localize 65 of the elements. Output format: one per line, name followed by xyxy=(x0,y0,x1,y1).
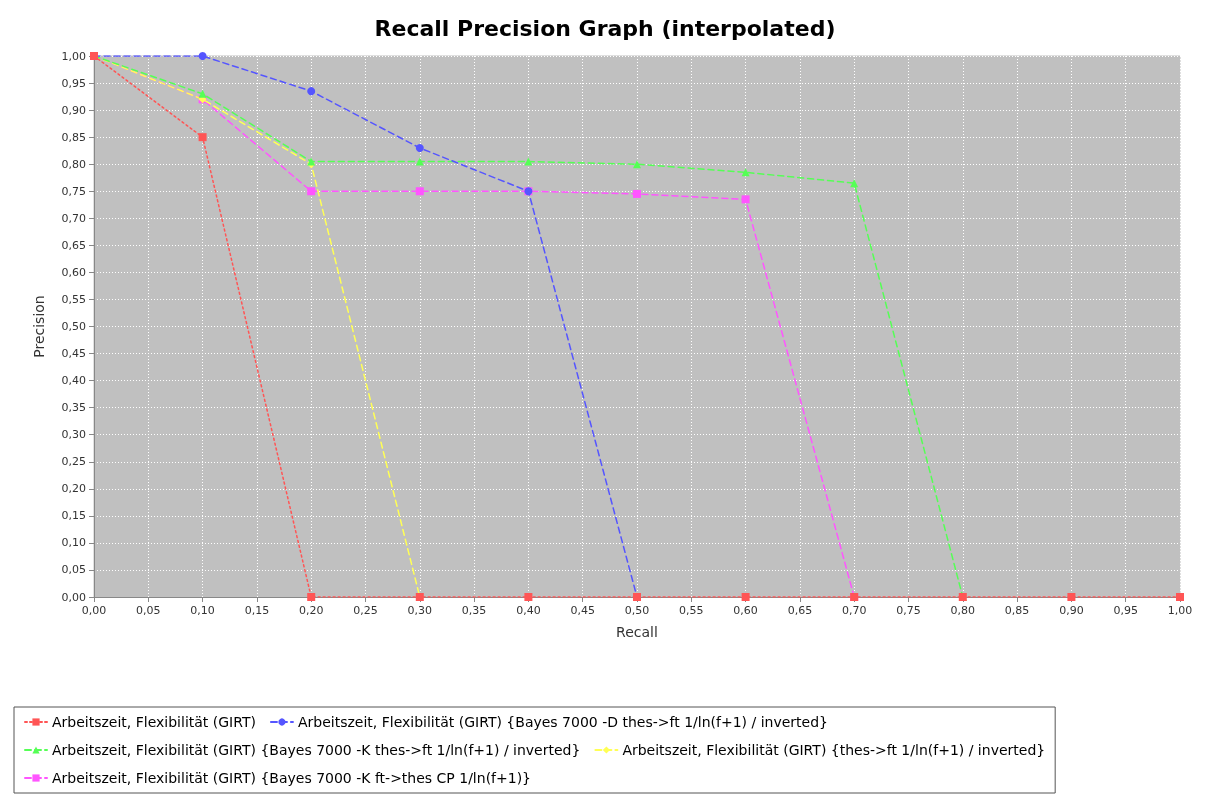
legend-label: Arbeitszeit, Flexibilität (GIRT) {Bayes 7000 -K thes->ft 1/ln(f+1) / inverted} xyxy=(52,742,581,758)
y-tick-label: 0,85 xyxy=(61,130,86,144)
point xyxy=(198,133,207,142)
x-tick-label: 0,90 xyxy=(1059,604,1084,617)
y-tick-label: 0,40 xyxy=(61,374,86,388)
point xyxy=(633,189,641,198)
x-tick-label: 0,95 xyxy=(1113,604,1138,617)
x-tick-label: 0,10 xyxy=(190,604,215,617)
x-tick-label: 0,05 xyxy=(136,604,161,617)
point xyxy=(524,593,533,601)
point xyxy=(307,187,316,196)
legend-label: Arbeitszeit, Flexibilität (GIRT) xyxy=(52,714,256,730)
x-tick-label: 0,50 xyxy=(624,604,650,617)
x-tick-label: 0,45 xyxy=(570,604,595,617)
y-tick-label: 0,25 xyxy=(61,455,86,469)
point xyxy=(415,143,424,152)
y-tick-label: 1,00 xyxy=(61,49,86,63)
y-axis-title: Precision xyxy=(31,295,47,358)
point xyxy=(741,195,750,204)
point xyxy=(415,187,424,196)
x-tick-label: 0,60 xyxy=(733,604,758,617)
point xyxy=(307,593,316,601)
point xyxy=(198,89,207,98)
x-tick-label: 0,40 xyxy=(516,604,541,617)
x-tick-label: 0,25 xyxy=(353,604,378,617)
y-tick-label: 0,45 xyxy=(61,347,86,361)
y-tick-label: 0,50 xyxy=(61,320,86,333)
x-tick-label: 0,30 xyxy=(407,604,433,617)
y-tick-label: 0,00 xyxy=(61,590,86,604)
y-tick-label: 0,65 xyxy=(61,238,86,252)
chart-title: Recall Precision Graph (interpolated) xyxy=(374,15,836,41)
y-tick-label: 0,90 xyxy=(61,103,86,117)
y-tick-label: 0,95 xyxy=(61,76,86,90)
x-tick-label: 0,15 xyxy=(244,604,270,617)
y-tick-label: 0,05 xyxy=(61,563,86,577)
y-tick-label: 0,15 xyxy=(61,509,86,523)
legend-label: Arbeitszeit, Flexibilität (GIRT) {Bayes 7000 -K ft->thes CP 1/ln(f+1)} xyxy=(52,770,532,786)
y-tick-label: 0,60 xyxy=(61,265,86,279)
x-tick-label: 0,55 xyxy=(679,604,704,617)
x-tick-label: 0,75 xyxy=(896,604,921,617)
y-tick-label: 0,55 xyxy=(61,292,86,306)
x-tick-label: 0,80 xyxy=(950,604,976,617)
x-tick-label: 0,85 xyxy=(1004,604,1030,617)
legend-label: Arbeitszeit, Flexibilität (GIRT) {thes->ft 1/ln(f+1) / inverted} xyxy=(622,742,1046,758)
y-tick-label: 0,35 xyxy=(61,401,86,415)
point xyxy=(307,87,316,96)
point xyxy=(741,593,750,601)
x-tick-label: 0,35 xyxy=(461,604,487,617)
y-tick-label: 0,75 xyxy=(61,184,86,198)
legend-label: Arbeitszeit, Flexibilität (GIRT) {Bayes 7000 -D thes->ft 1/ln(f+1) / inverted} xyxy=(297,714,828,730)
point xyxy=(1067,593,1076,601)
point xyxy=(198,52,207,60)
point xyxy=(1176,593,1184,601)
point xyxy=(633,160,641,169)
x-tick-label: 0,65 xyxy=(787,604,813,617)
x-axis-title: Recall xyxy=(616,624,658,640)
x-tick-label: 0,00 xyxy=(81,604,107,617)
y-tick-label: 0,30 xyxy=(61,428,86,442)
y-tick-label: 0,70 xyxy=(61,211,86,225)
y-tick-label: 0,10 xyxy=(61,536,86,550)
y-tick-label: 0,80 xyxy=(61,157,86,171)
x-tick-label: 0,70 xyxy=(841,604,867,617)
x-tick-label: 1,00 xyxy=(1167,604,1193,617)
y-tick-label: 0,20 xyxy=(61,482,86,496)
x-tick-label: 0,20 xyxy=(298,604,324,617)
